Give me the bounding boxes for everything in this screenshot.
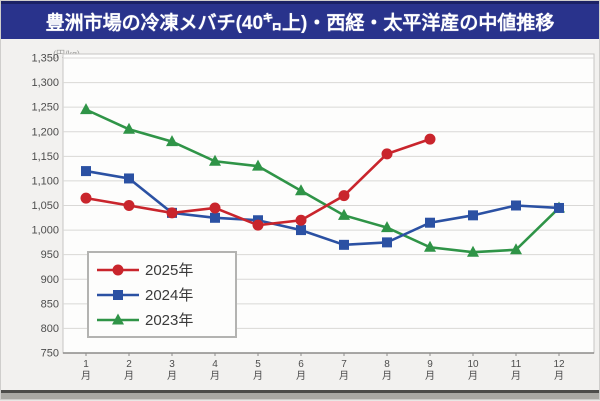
series-2024年-marker (382, 237, 392, 248)
series-2024年-marker (339, 239, 349, 250)
legend-marker-triangle-icon (97, 313, 139, 324)
y-tick-label: 950 (41, 249, 59, 261)
y-tick-label: 1,200 (31, 126, 59, 138)
x-tick-label: 12 月 (553, 359, 565, 382)
series-2023年-marker (80, 103, 92, 115)
y-tick-label: 750 (41, 348, 59, 360)
series-2024年-marker (296, 225, 306, 236)
series-2025年-marker (338, 190, 350, 202)
series-2024年-marker (81, 166, 91, 177)
legend-marker-circle-icon (97, 264, 139, 275)
legend-label: 2025年 (145, 262, 194, 279)
x-tick-label: 11 月 (511, 359, 522, 382)
series-2025年-marker (209, 202, 221, 214)
y-tick-label: 1,150 (31, 151, 59, 163)
y-tick-label: 800 (41, 323, 59, 335)
y-tick-label: 1,250 (31, 102, 59, 114)
series-2023年-marker (166, 135, 178, 147)
legend: 2025年 2024年 2023年 (87, 251, 237, 338)
series-2024年-marker (511, 200, 521, 211)
series-2025年-marker (80, 192, 92, 204)
series-2023年-marker (295, 184, 307, 196)
series-2024年-marker (468, 210, 478, 221)
series-2024年-marker (210, 212, 220, 223)
legend-item: 2025年 (95, 257, 227, 282)
y-tick-label: 1,350 (31, 53, 59, 65)
y-tick-label: 1,050 (31, 200, 59, 212)
series-2023年-marker (467, 245, 479, 257)
series-2025年-marker (424, 133, 436, 145)
legend-label: 2024年 (145, 287, 194, 304)
series-2023年-marker (381, 221, 393, 233)
series-2025年-marker (295, 214, 307, 226)
series-2023年-marker (510, 243, 522, 255)
legend-item: 2024年 (95, 282, 227, 307)
legend-item: 2023年 (95, 307, 227, 332)
series-2023年-marker (338, 208, 350, 220)
legend-label: 2023年 (145, 312, 194, 329)
series-2023年-marker (252, 159, 264, 171)
y-tick-label: 1,000 (31, 225, 59, 237)
bottom-border-band (1, 393, 599, 399)
series-2025年-marker (381, 148, 393, 160)
y-tick-label: 1,100 (31, 175, 59, 187)
series-2024年-marker (425, 217, 435, 228)
series-2023年-marker (123, 122, 135, 134)
series-2024年-marker (124, 173, 134, 184)
series-line-2024年 (85, 169, 560, 247)
x-tick-label: 10 月 (467, 359, 479, 382)
series-2023年-marker (424, 240, 436, 252)
series-2025年-marker (252, 219, 264, 231)
y-tick-label: 1,300 (31, 77, 59, 89)
y-tick-label: 850 (41, 298, 59, 310)
series-2024年-marker (554, 202, 564, 213)
chart-title: 豊洲市場の冷凍メバチ(40㌔上)・西経・太平洋産の中値推移 (1, 1, 599, 39)
series-2023年-marker (209, 154, 221, 166)
series-line-2023年 (85, 108, 560, 254)
bottom-border-line (1, 390, 599, 393)
y-tick-label: 900 (41, 274, 59, 286)
series-2025年-marker (123, 200, 135, 211)
series-2025年-marker (166, 207, 178, 219)
legend-marker-square-icon (97, 289, 139, 300)
